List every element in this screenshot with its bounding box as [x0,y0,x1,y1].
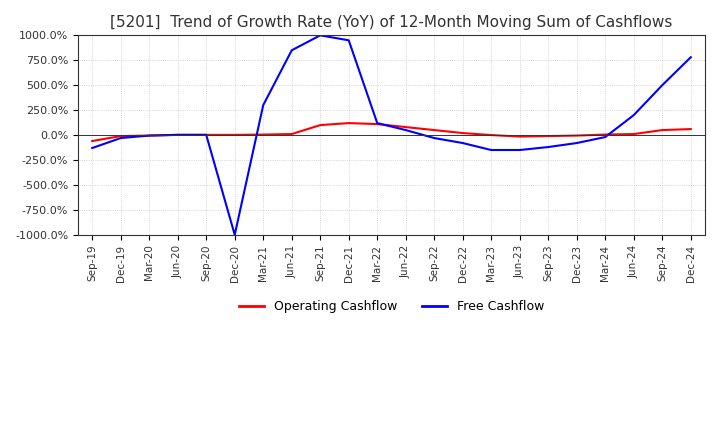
Free Cashflow [601,134,610,139]
Free Cashflow [88,145,96,150]
Operating Cashflow [174,132,182,138]
Free Cashflow [259,103,268,108]
Free Cashflow [230,232,239,238]
Operating Cashflow [487,132,495,138]
Free Cashflow [629,113,638,118]
Operating Cashflow [344,121,353,126]
Operating Cashflow [402,125,410,130]
Free Cashflow [430,136,438,141]
Operating Cashflow [145,133,153,138]
Operating Cashflow [202,132,210,138]
Legend: Operating Cashflow, Free Cashflow: Operating Cashflow, Free Cashflow [233,295,549,318]
Free Cashflow [373,121,382,126]
Operating Cashflow [430,128,438,133]
Operating Cashflow [373,121,382,127]
Free Cashflow [459,140,467,146]
Title: [5201]  Trend of Growth Rate (YoY) of 12-Month Moving Sum of Cashflows: [5201] Trend of Growth Rate (YoY) of 12-… [110,15,672,30]
Operating Cashflow [686,126,695,132]
Free Cashflow [287,48,296,53]
Free Cashflow [117,136,125,141]
Operating Cashflow [316,122,325,128]
Free Cashflow [487,147,495,153]
Operating Cashflow [259,132,268,137]
Operating Cashflow [88,139,96,144]
Free Cashflow [544,144,552,150]
Free Cashflow [402,128,410,133]
Free Cashflow [572,140,581,146]
Free Cashflow [516,147,524,153]
Operating Cashflow [117,133,125,139]
Operating Cashflow [629,132,638,137]
Free Cashflow [658,83,667,88]
Free Cashflow [174,132,182,138]
Operating Cashflow [230,132,239,138]
Line: Free Cashflow: Free Cashflow [92,35,690,235]
Operating Cashflow [516,134,524,139]
Operating Cashflow [287,132,296,137]
Free Cashflow [316,33,325,38]
Operating Cashflow [601,132,610,137]
Operating Cashflow [459,130,467,136]
Line: Operating Cashflow: Operating Cashflow [92,123,690,141]
Free Cashflow [202,132,210,138]
Operating Cashflow [572,133,581,138]
Free Cashflow [145,133,153,138]
Operating Cashflow [658,128,667,133]
Operating Cashflow [544,133,552,139]
Free Cashflow [686,55,695,60]
Free Cashflow [344,38,353,43]
